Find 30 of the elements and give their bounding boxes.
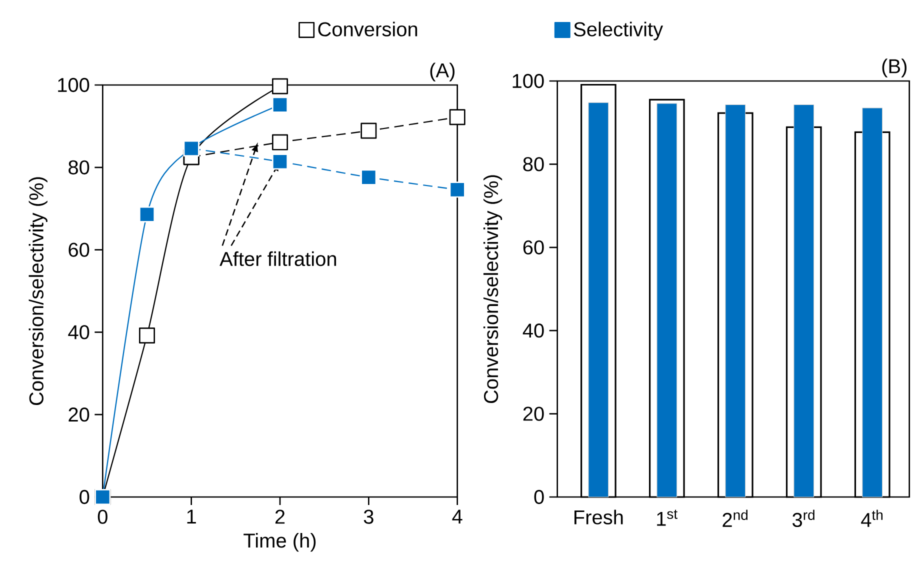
y-tick-label: 40 <box>68 325 90 340</box>
y-tick-label: 0 <box>80 490 90 504</box>
y-tick-label: 80 <box>523 157 544 172</box>
x-tick-label: 2$^{nd}$ <box>722 510 748 527</box>
x-tick-label: 4$^{th}$ <box>861 510 883 527</box>
legend-label: Selectivity <box>574 22 664 40</box>
y-tick-label: 60 <box>68 242 90 257</box>
y-tick-label: 20 <box>68 408 90 422</box>
x-tick-label: 1$^{st}$ <box>657 510 678 526</box>
x-tick-label: 0 <box>98 510 108 524</box>
x-tick-label: 4 <box>452 510 462 524</box>
text: (A) <box>430 62 454 82</box>
y-tick-label: 40 <box>522 324 544 338</box>
y-tick-label: 0 <box>534 490 544 504</box>
x-axis-title: Time (h) <box>244 533 316 552</box>
x-tick-label: 3 <box>364 510 374 524</box>
y-axis-title: Conversion/selectivity (%) <box>483 175 502 404</box>
x-tick-label: 2 <box>275 510 285 524</box>
y-tick-label: 100 <box>58 78 90 92</box>
x-tick-label: 1 <box>187 510 196 524</box>
y-tick-label: 20 <box>523 406 544 421</box>
y-axis-title: Conversion/selectivity (%) <box>28 177 48 406</box>
y-tick-label: 80 <box>68 160 90 174</box>
x-tick-label: Fresh <box>574 510 623 524</box>
annotation: After filtration <box>220 251 336 266</box>
y-tick-label: 100 <box>512 74 544 88</box>
y-tick-label: 60 <box>523 240 544 254</box>
x-tick-label: 3$^{rd}$ <box>792 510 814 528</box>
legend-label: Conversion <box>318 22 418 36</box>
text: (B) <box>882 58 906 78</box>
